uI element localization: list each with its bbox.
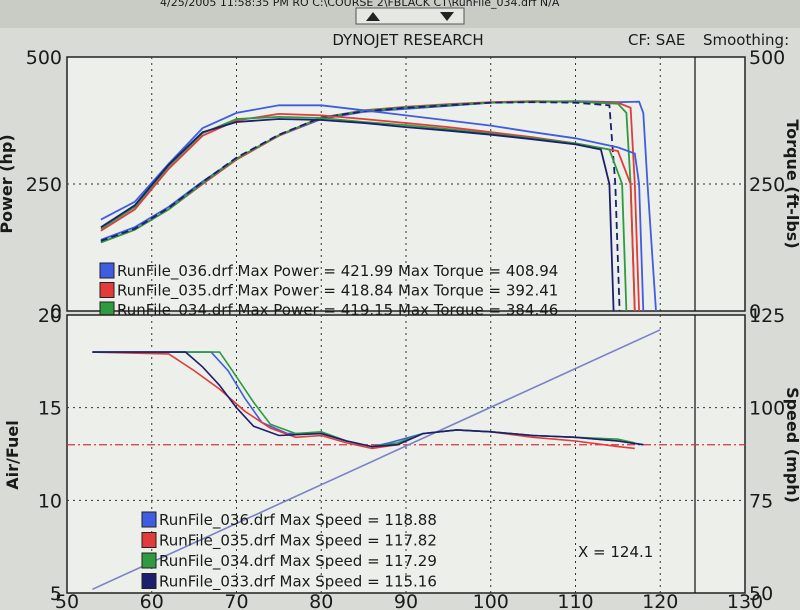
smoothing-label: Smoothing: [703, 31, 789, 49]
power-torque-panel: RunFile_036.drf Max Power = 421.99 Max T… [0, 47, 800, 340]
power-axis-label: Power (hp) [0, 134, 16, 233]
xtick-label: 100 [473, 591, 509, 610]
legend-swatch [99, 262, 115, 279]
legend-swatch [141, 511, 157, 528]
airfuel-speed-panel: RunFile_036.drf Max Speed = 118.88 RunFil… [3, 305, 800, 610]
ytick-label: 20 [38, 305, 62, 327]
xtick-label: 130 [727, 591, 763, 610]
ytick-label: 250 [26, 174, 62, 196]
ytick-right-label: 100 [749, 398, 785, 420]
scroll-handle[interactable] [355, 7, 465, 25]
xtick-label: 80 [309, 591, 333, 610]
legend-swatch [99, 282, 115, 298]
ytick-right-label: 500 [749, 47, 785, 69]
xtick-label: 110 [557, 591, 593, 610]
ytick-label: 500 [26, 47, 62, 69]
airfuel-ticks: 20 15 10 5 125 100 75 50 50 60 70 80 90 100 110 120 130 [38, 305, 785, 610]
arrow-up-icon [366, 12, 380, 21]
legend-swatch [141, 552, 157, 569]
legend-swatch [141, 532, 157, 548]
power-torque-series [100, 100, 657, 312]
series-power-RunFile_034 [100, 100, 636, 312]
ytick-right-label: 125 [749, 305, 785, 327]
series-airfuel-RunFile_035 [92, 351, 635, 450]
series-torque-RunFile_033 [100, 118, 615, 312]
chart-title: DYNOJET RESEARCH [332, 31, 483, 49]
xtick-label: 90 [394, 591, 418, 610]
ytick-label: 10 [38, 490, 62, 512]
airfuel-speed-series [67, 329, 745, 591]
speed-legend: RunFile_036.drf Max Speed = 118.88 RunFil… [141, 511, 437, 592]
cf-label: CF: SAE [628, 31, 685, 49]
ytick-label: 15 [38, 398, 62, 420]
speed-line [92, 329, 661, 591]
legend-entry: RunFile_034.drf Max Speed = 117.29 [159, 552, 437, 571]
ytick-right-label: 75 [749, 490, 773, 512]
legend-swatch [141, 573, 157, 589]
series-torque-RunFile_036 [100, 104, 645, 312]
legend-entry: RunFile_036.drf Max Speed = 118.88 [159, 511, 437, 530]
xtick-label: 60 [140, 591, 164, 610]
series-torque-RunFile_034 [100, 115, 628, 312]
ytick-label: 0 [50, 301, 62, 323]
torque-axis-label: Torque (ft-lbs) [783, 119, 800, 248]
xtick-label: 70 [224, 591, 248, 610]
cursor-readout: X = 124.1 [578, 543, 653, 561]
legend-entry: RunFile_036.drf Max Power = 421.99 Max T… [117, 262, 558, 281]
power-ticks: 500 250 0 500 250 0 [26, 47, 786, 323]
legend-entry: RunFile_035.drf Max Speed = 117.82 [159, 532, 437, 551]
header-partial-text: 4/25/2005 11:58:35 PM RO C:\COURSE 2\FBL… [160, 0, 560, 9]
xtick-label: 50 [55, 591, 79, 610]
ytick-right-label: 50 [749, 583, 773, 605]
airfuel-axis-label: Air/Fuel [3, 420, 22, 489]
speed-axis-label: Speed (mph) [783, 387, 800, 503]
legend-entry: RunFile_033.drf Max Speed = 115.16 [159, 573, 437, 592]
xtick-label: 120 [642, 591, 678, 610]
series-airfuel-RunFile_033 [92, 351, 644, 448]
airfuel-grid [67, 315, 745, 593]
ytick-label: 5 [50, 583, 62, 605]
ytick-right-label: 250 [749, 174, 785, 196]
legend-entry: RunFile_035.drf Max Power = 418.84 Max T… [117, 282, 558, 301]
arrow-down-icon [440, 12, 454, 21]
ytick-right-label: 0 [749, 301, 761, 323]
